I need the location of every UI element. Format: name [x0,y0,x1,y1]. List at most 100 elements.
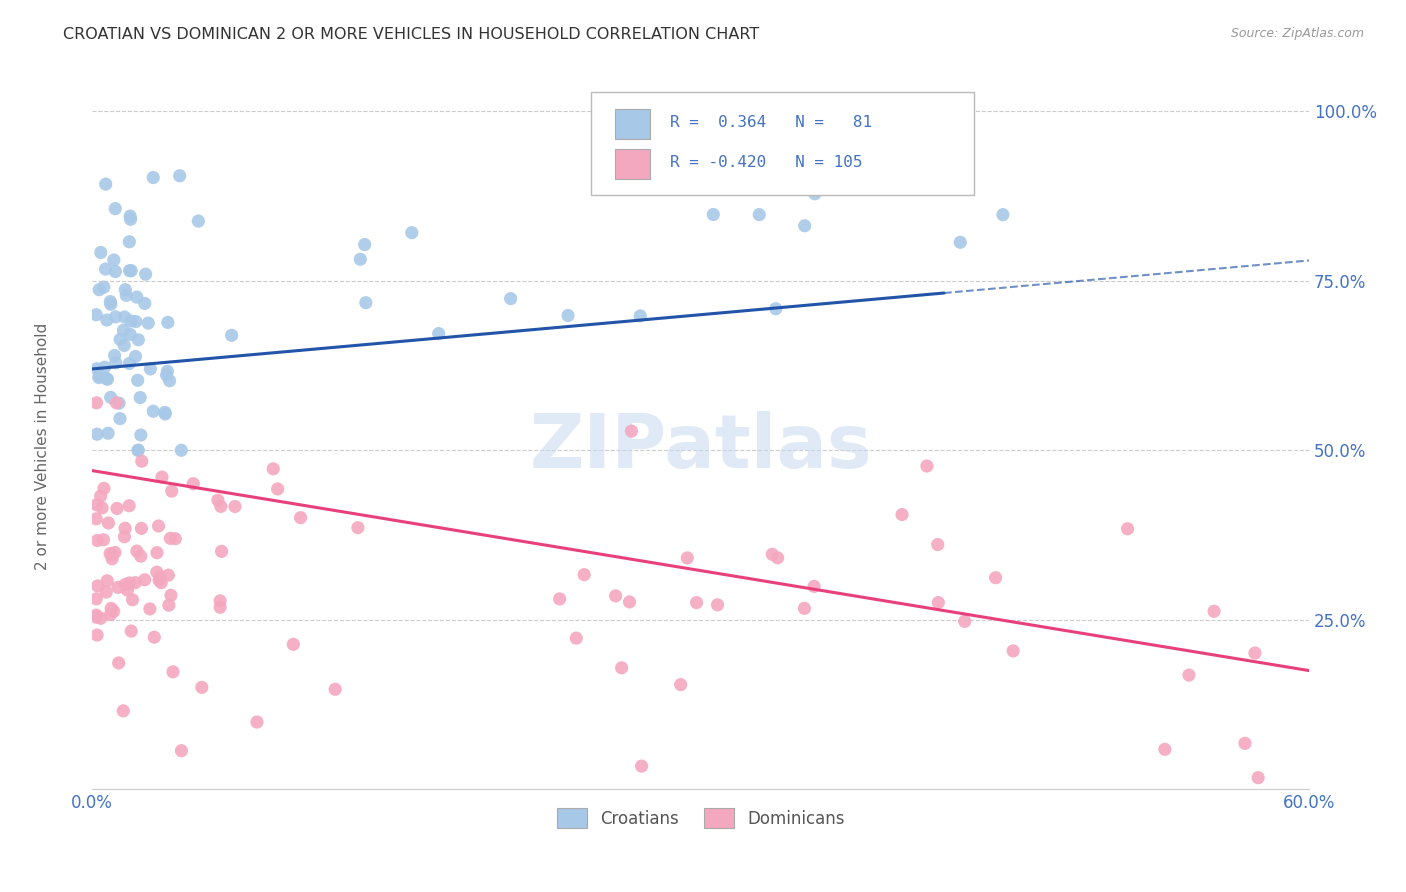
Point [804,186,827,201]
Point [112,704,135,718]
Point [765,301,787,316]
Point [112,338,135,352]
Point [401,226,423,240]
Point [117,582,139,597]
Point [685,596,707,610]
Point [1204,604,1226,618]
Point [630,759,652,773]
Point [90,611,112,625]
Point [91,500,114,515]
Point [149,570,172,584]
Point [127,333,149,347]
Point [96,574,118,588]
Point [105,501,128,516]
Point [221,328,243,343]
Point [121,592,143,607]
Point [120,327,142,342]
Point [499,292,522,306]
Point [84,610,107,624]
Point [349,252,371,267]
Point [157,568,180,582]
Point [159,374,181,388]
Point [104,310,127,324]
Point [557,309,579,323]
Point [125,544,148,558]
Point [120,209,142,223]
Point [1233,736,1256,750]
Text: ZIPatlas: ZIPatlas [529,411,872,484]
Point [156,315,179,329]
Point [125,290,148,304]
Point [150,575,173,590]
Point [142,404,165,418]
Point [125,314,148,328]
Point [127,443,149,458]
Point [84,512,107,526]
Point [246,714,269,729]
Point [114,310,136,324]
Point [100,390,122,404]
Point [266,482,288,496]
Point [118,235,141,249]
Point [160,588,183,602]
Point [84,591,107,606]
Point [209,594,232,608]
Text: CROATIAN VS DOMINICAN 2 OR MORE VEHICLES IN HOUSEHOLD CORRELATION CHART: CROATIAN VS DOMINICAN 2 OR MORE VEHICLES… [63,27,759,42]
Point [159,532,181,546]
Point [104,545,127,559]
Point [86,579,108,593]
Point [93,360,115,375]
Point [153,405,176,419]
Point [572,567,595,582]
Point [136,316,159,330]
Point [1002,644,1025,658]
Point [104,356,127,370]
Point [129,391,152,405]
Point [129,549,152,563]
Point [139,602,162,616]
Point [207,493,229,508]
Point [127,443,149,458]
Point [610,661,633,675]
Point [262,462,284,476]
Text: Source: ZipAtlas.com: Source: ZipAtlas.com [1230,27,1364,40]
Point [148,574,170,588]
Point [170,443,193,458]
Point [984,571,1007,585]
Point [1116,522,1139,536]
Point [162,665,184,679]
Point [156,364,179,378]
Point [148,519,170,533]
Point [96,371,118,385]
Point [86,427,108,442]
Point [953,615,976,629]
Point [112,323,135,337]
Point [283,637,305,651]
Point [118,263,141,277]
Point [793,601,815,615]
Point [118,576,141,591]
Point [97,516,120,530]
Point [134,573,156,587]
Point [100,601,122,615]
Point [103,349,125,363]
Point [323,682,346,697]
Point [157,598,180,612]
Point [209,500,232,514]
Point [620,424,643,438]
Bar [616,109,650,138]
Point [120,624,142,639]
Point [191,681,214,695]
Point [793,219,815,233]
Point [104,202,127,216]
Point [103,604,125,618]
Point [97,426,120,441]
Point [211,544,233,558]
Point [87,370,110,384]
Point [98,547,121,561]
Point [1153,742,1175,756]
Point [209,600,232,615]
Point [290,510,312,524]
Point [90,489,112,503]
Point [101,551,124,566]
